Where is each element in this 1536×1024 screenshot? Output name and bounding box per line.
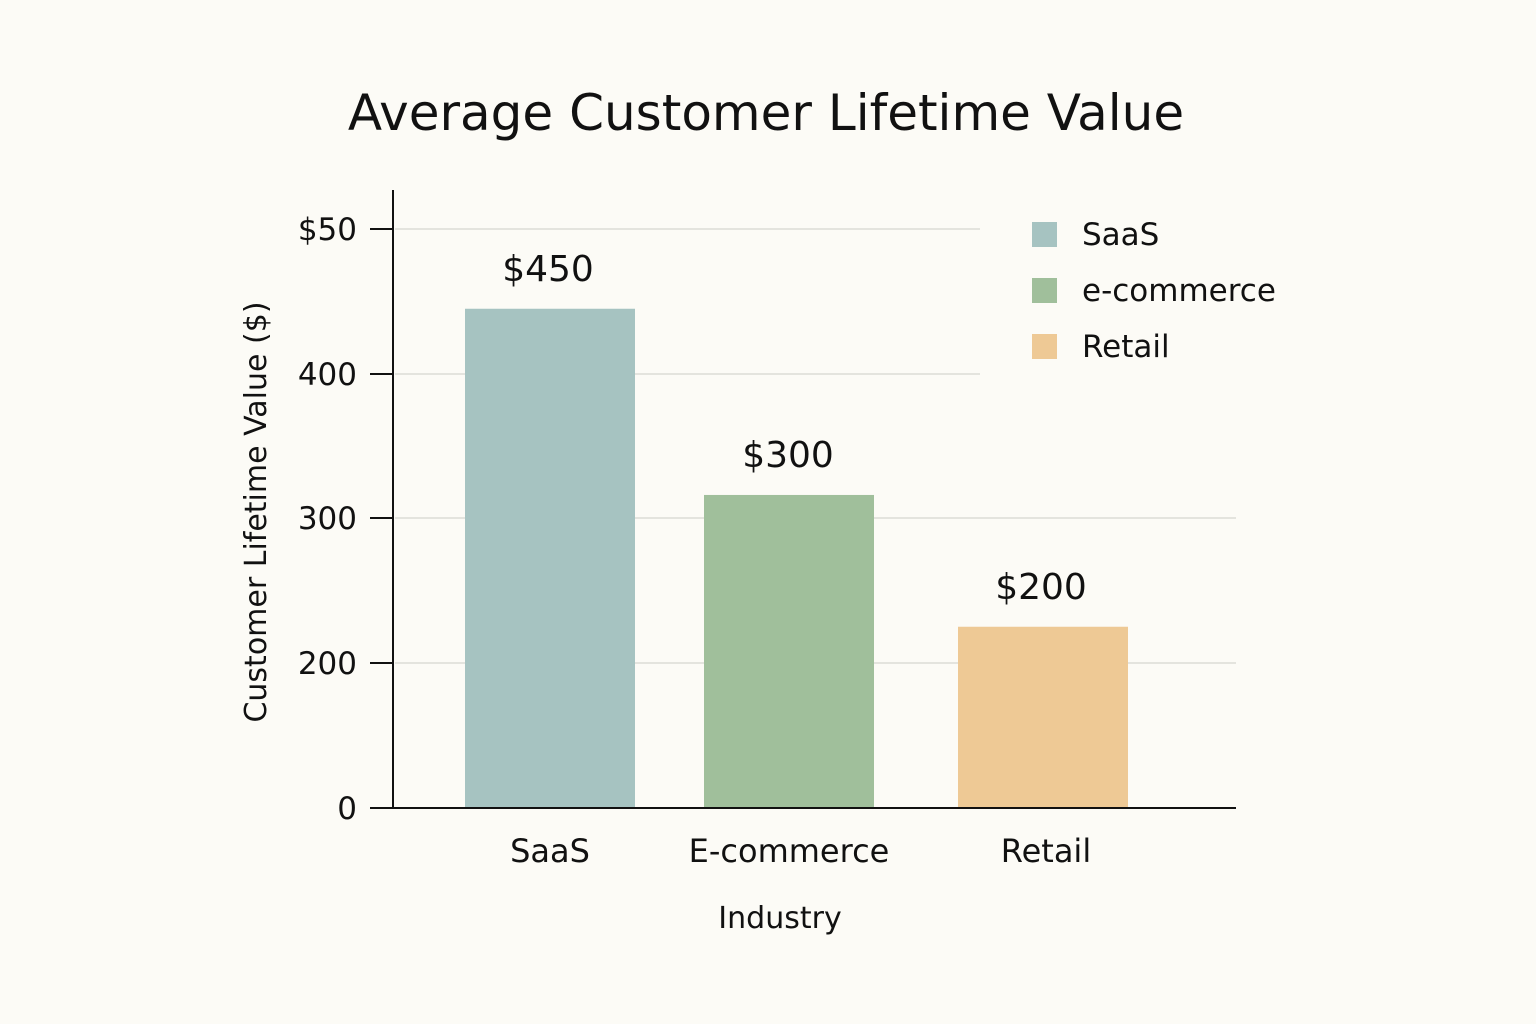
y-tick-label: 0 — [337, 791, 357, 827]
data-labels: $450 $300 $200 — [502, 249, 1087, 608]
y-tick-label: 200 — [298, 646, 357, 682]
x-tick-label: E-commerce — [689, 832, 890, 870]
axes — [370, 190, 1236, 809]
legend-label: e-commerce — [1082, 273, 1276, 309]
x-tick-label: SaaS — [510, 832, 590, 870]
y-tick-label: 300 — [298, 501, 357, 537]
x-axis-label: Industry — [718, 901, 841, 936]
x-tick-labels: SaaS E-commerce Retail — [510, 832, 1091, 870]
legend-swatch — [1032, 222, 1057, 247]
bars — [465, 308, 1128, 808]
legend-label: SaaS — [1082, 217, 1159, 253]
legend-swatch — [1032, 278, 1057, 303]
y-axis-label: Customer Lifetime Value ($) — [239, 301, 274, 722]
legend-label: Retail — [1082, 329, 1170, 365]
bar-retail — [958, 626, 1128, 808]
y-tick-label: $50 — [298, 212, 357, 248]
bar-saas — [465, 308, 635, 808]
legend-swatch — [1032, 334, 1057, 359]
x-tick-label: Retail — [1001, 832, 1091, 870]
data-label: $300 — [742, 435, 834, 476]
legend: SaaS e-commerce Retail — [1032, 217, 1276, 365]
y-tick-labels: 0 200 300 400 $50 — [298, 212, 393, 827]
data-label: $200 — [995, 567, 1087, 608]
chart-title: Average Customer Lifetime Value — [348, 84, 1184, 142]
bar-e-commerce — [704, 494, 874, 808]
y-tick-label: 400 — [298, 357, 357, 393]
data-label: $450 — [502, 249, 594, 290]
